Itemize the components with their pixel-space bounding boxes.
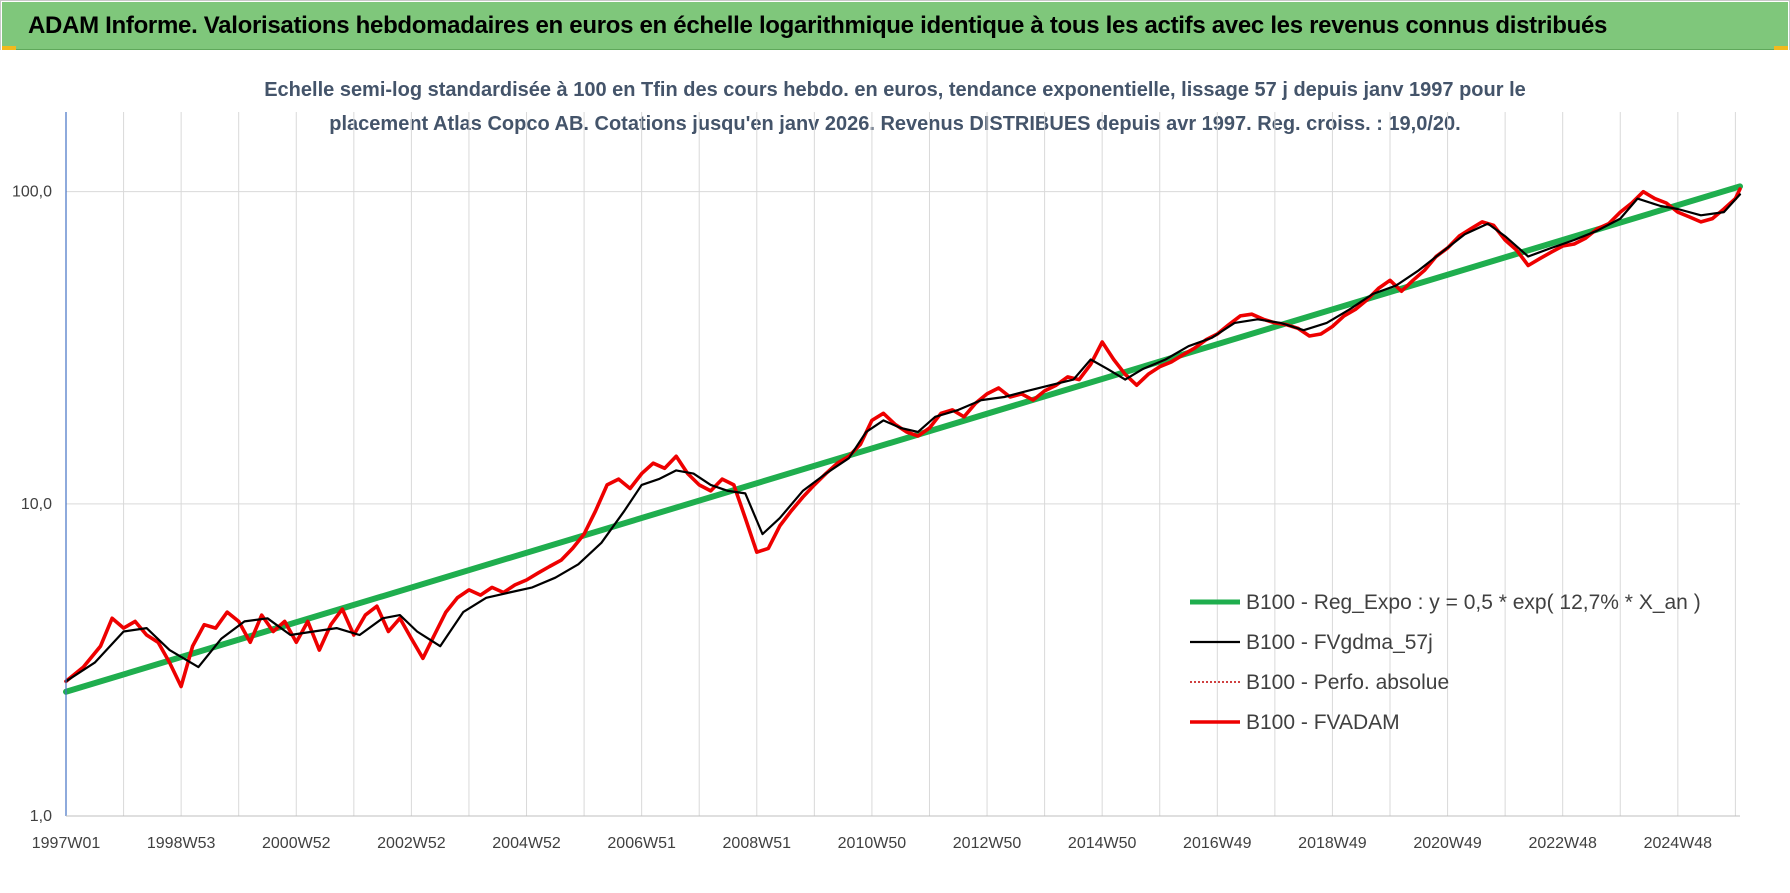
y-tick-label: 100,0 [12,184,52,201]
series-smoothed-line [64,193,1742,683]
chart-legend: B100 - Reg_Expo : y = 0,5 * exp( 12,7% *… [1190,591,1701,734]
x-tick-label: 2020W49 [1413,835,1482,852]
x-tick-label: 1997W01 [32,835,101,852]
x-tick-label: 2016W49 [1183,835,1252,852]
x-tick-label: 2000W52 [262,835,331,852]
x-tick-label: 2024W48 [1644,835,1713,852]
chart-subtitle-line-2: placement Atlas Copco AB. Cotations jusq… [329,113,1460,135]
x-tick-label: 2002W52 [377,835,446,852]
chart-series [63,183,1743,695]
series-regression-line [63,183,1743,695]
x-tick-label: 2014W50 [1068,835,1137,852]
chart-subtitle: Echelle semi-log standardisée à 100 en T… [264,79,1526,135]
chart-grid [65,112,1740,817]
x-tick-label: 1998W53 [147,835,216,852]
x-tick-label: 2010W50 [838,835,907,852]
chart-subtitle-line-1: Echelle semi-log standardisée à 100 en T… [264,79,1526,101]
y-tick-label: 1,0 [30,808,52,825]
chart-area: Echelle semi-log standardisée à 100 en T… [0,50,1790,888]
series-fvadam-line [64,187,1742,689]
chart-axes: 1,0 10,0 100,0 1997W01 1998W53 2000W52 2002W52… [12,112,1740,852]
legend-label-smoothed: B100 - FVgdma_57j [1246,631,1433,654]
x-tick-label: 2022W48 [1528,835,1597,852]
x-tick-label: 2018W49 [1298,835,1367,852]
x-tick-label: 2006W51 [607,835,676,852]
x-tick-label: 2004W52 [492,835,561,852]
legend-label-fvadam: B100 - FVADAM [1246,711,1400,734]
report-banner: ADAM Informe. Valorisations hebdomadaire… [2,2,1788,50]
legend-label-absolute: B100 - Perfo. absolue [1246,671,1449,694]
y-tick-label: 10,0 [21,496,52,513]
x-tick-label: 2012W50 [953,835,1022,852]
report-title: ADAM Informe. Valorisations hebdomadaire… [28,11,1608,39]
chart-svg: Echelle semi-log standardisée à 100 en T… [12,79,1743,852]
x-tick-label: 2008W51 [723,835,792,852]
legend-label-regression: B100 - Reg_Expo : y = 0,5 * exp( 12,7% *… [1246,591,1701,614]
